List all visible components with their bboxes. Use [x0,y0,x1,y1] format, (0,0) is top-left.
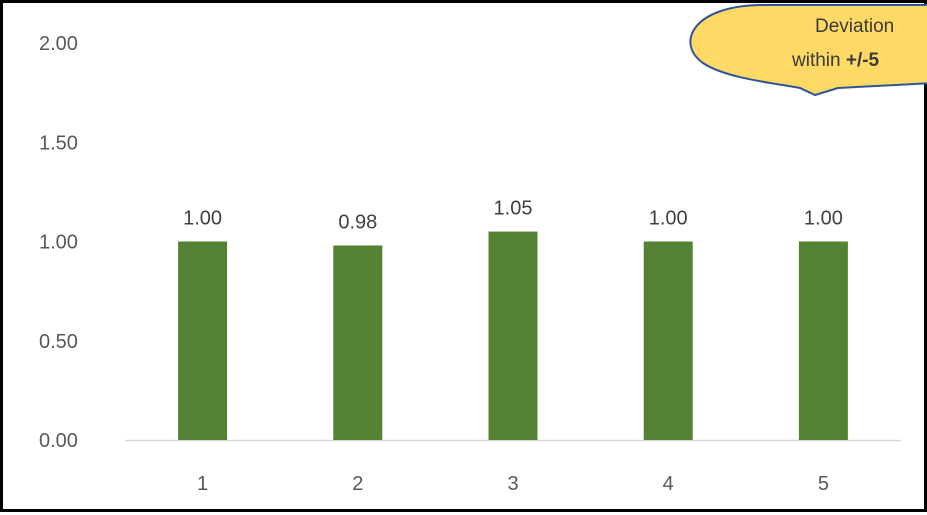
bar-chart: 0.000.501.001.502.00 1.0010.9821.0531.00… [39,4,927,495]
callout-annotation: Deviation within +/-5 [689,4,927,97]
x-tick-label: 4 [663,473,674,495]
bar [643,241,693,440]
bar [488,231,538,440]
data-label: 1.05 [494,198,533,220]
data-labels: 1.00 1 0.98 2 1.05 3 1.00 4 1.00 5 [183,198,843,495]
data-label: 1.00 [804,208,843,230]
y-tick-label: 0.00 [39,430,78,452]
axes: 0.00 0.50 1.00 1.50 2.00 [39,33,901,452]
data-label: 0.98 [338,211,377,233]
y-tick-label: 1.50 [39,132,78,154]
y-tick-label: 2.00 [39,33,78,55]
y-tick-label: 0.50 [39,331,78,353]
callout-bubble [689,4,927,97]
callout-line-2-prefix: within [791,50,846,71]
bars [178,231,848,440]
x-tick-label: 5 [818,473,829,495]
x-tick-label: 3 [507,473,518,495]
bar [333,245,383,440]
y-tick-label: 1.00 [39,232,78,254]
data-label: 1.00 [649,208,688,230]
data-label: 1.00 [183,208,222,230]
callout-line-2: within +/-5 [791,50,880,71]
bar [798,241,848,440]
x-tick-label: 2 [352,473,363,495]
callout-line-1: Deviation [815,16,894,37]
x-tick-label: 1 [197,473,208,495]
bar [178,241,228,440]
callout-line-2-bold: +/-5 [846,50,880,71]
